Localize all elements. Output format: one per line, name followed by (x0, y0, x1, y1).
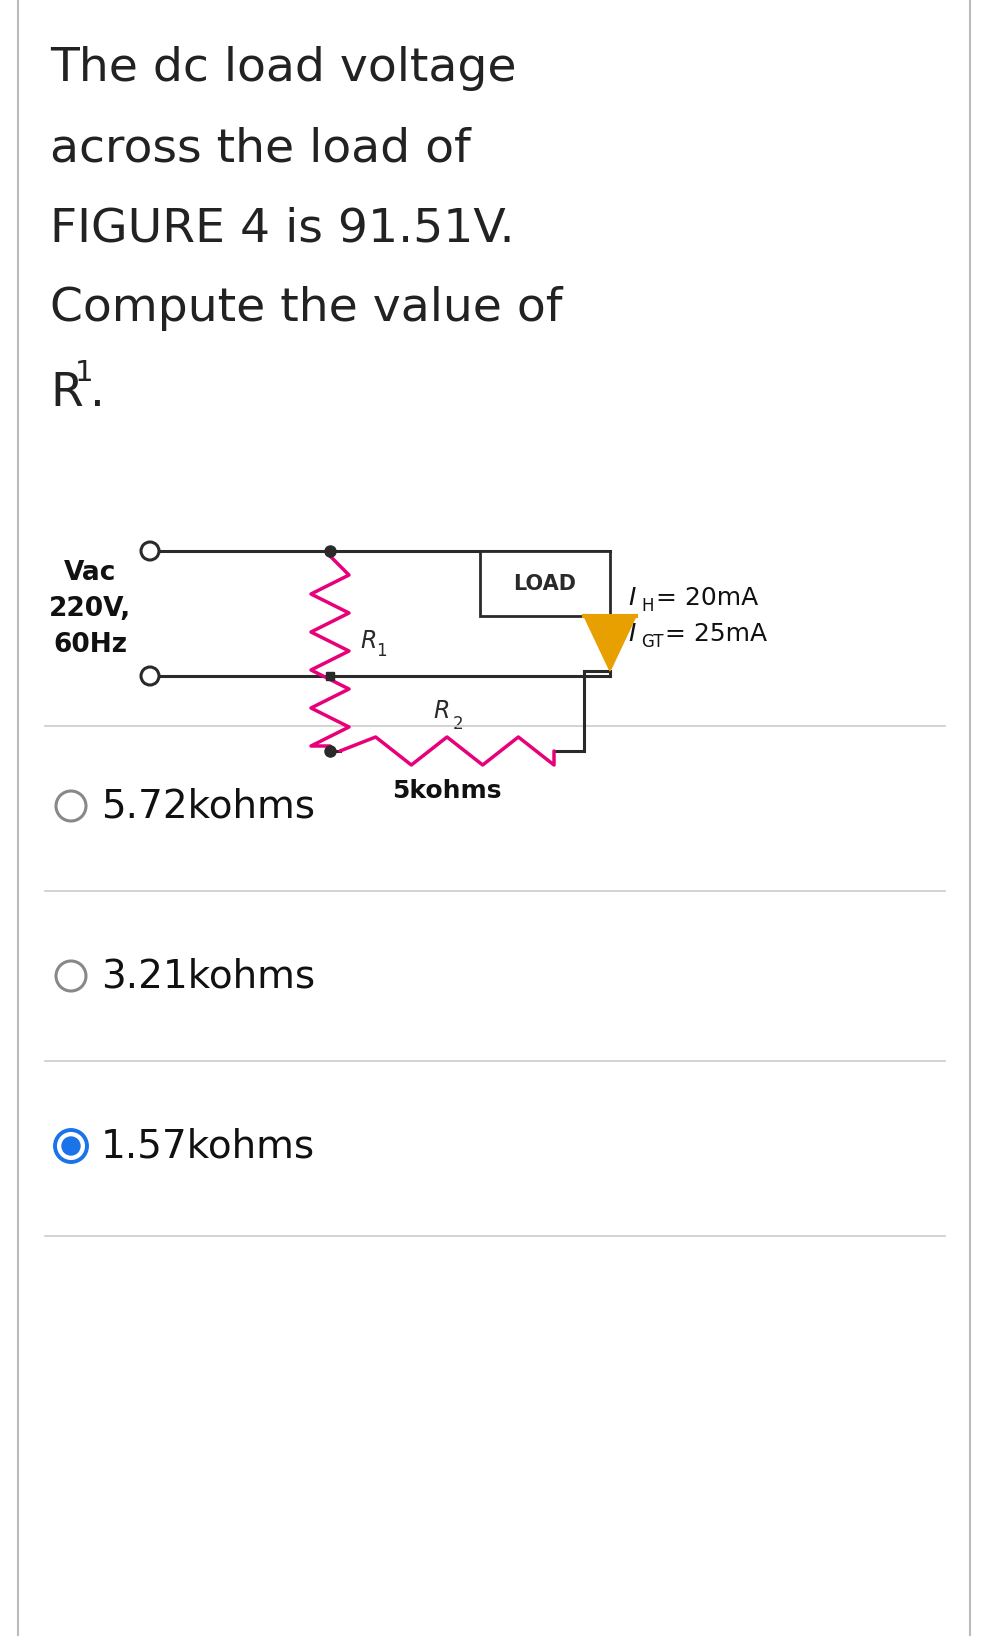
Text: .: . (90, 371, 105, 416)
Text: FIGURE 4 is 91.51V.: FIGURE 4 is 91.51V. (50, 206, 515, 250)
Text: The dc load voltage: The dc load voltage (50, 46, 517, 92)
Text: I: I (628, 586, 635, 610)
Text: 1: 1 (376, 641, 386, 659)
Text: R: R (360, 628, 376, 653)
Circle shape (56, 790, 86, 821)
Circle shape (55, 1130, 87, 1162)
Text: Vac: Vac (64, 561, 117, 586)
FancyBboxPatch shape (480, 551, 610, 617)
Text: H: H (641, 597, 653, 615)
Text: LOAD: LOAD (514, 574, 577, 594)
Text: 5.72kohms: 5.72kohms (101, 787, 315, 825)
Text: 220V,: 220V, (48, 596, 131, 622)
Text: = 20mA: = 20mA (656, 586, 758, 610)
Text: R: R (434, 699, 451, 723)
Text: across the load of: across the load of (50, 126, 470, 172)
Circle shape (141, 667, 159, 685)
Text: = 25mA: = 25mA (665, 622, 767, 646)
Text: 1: 1 (75, 358, 94, 388)
Text: GT: GT (641, 633, 664, 651)
Text: 1.57kohms: 1.57kohms (101, 1127, 315, 1165)
Text: R: R (50, 371, 83, 416)
Circle shape (141, 542, 159, 560)
Text: 3.21kohms: 3.21kohms (101, 957, 315, 995)
Polygon shape (584, 617, 636, 671)
Text: 2: 2 (453, 715, 463, 733)
Text: 60Hz: 60Hz (53, 633, 127, 659)
Circle shape (62, 1137, 80, 1155)
Text: 5kohms: 5kohms (392, 779, 502, 803)
Circle shape (56, 960, 86, 991)
Text: I: I (628, 622, 635, 646)
Text: Compute the value of: Compute the value of (50, 286, 562, 330)
